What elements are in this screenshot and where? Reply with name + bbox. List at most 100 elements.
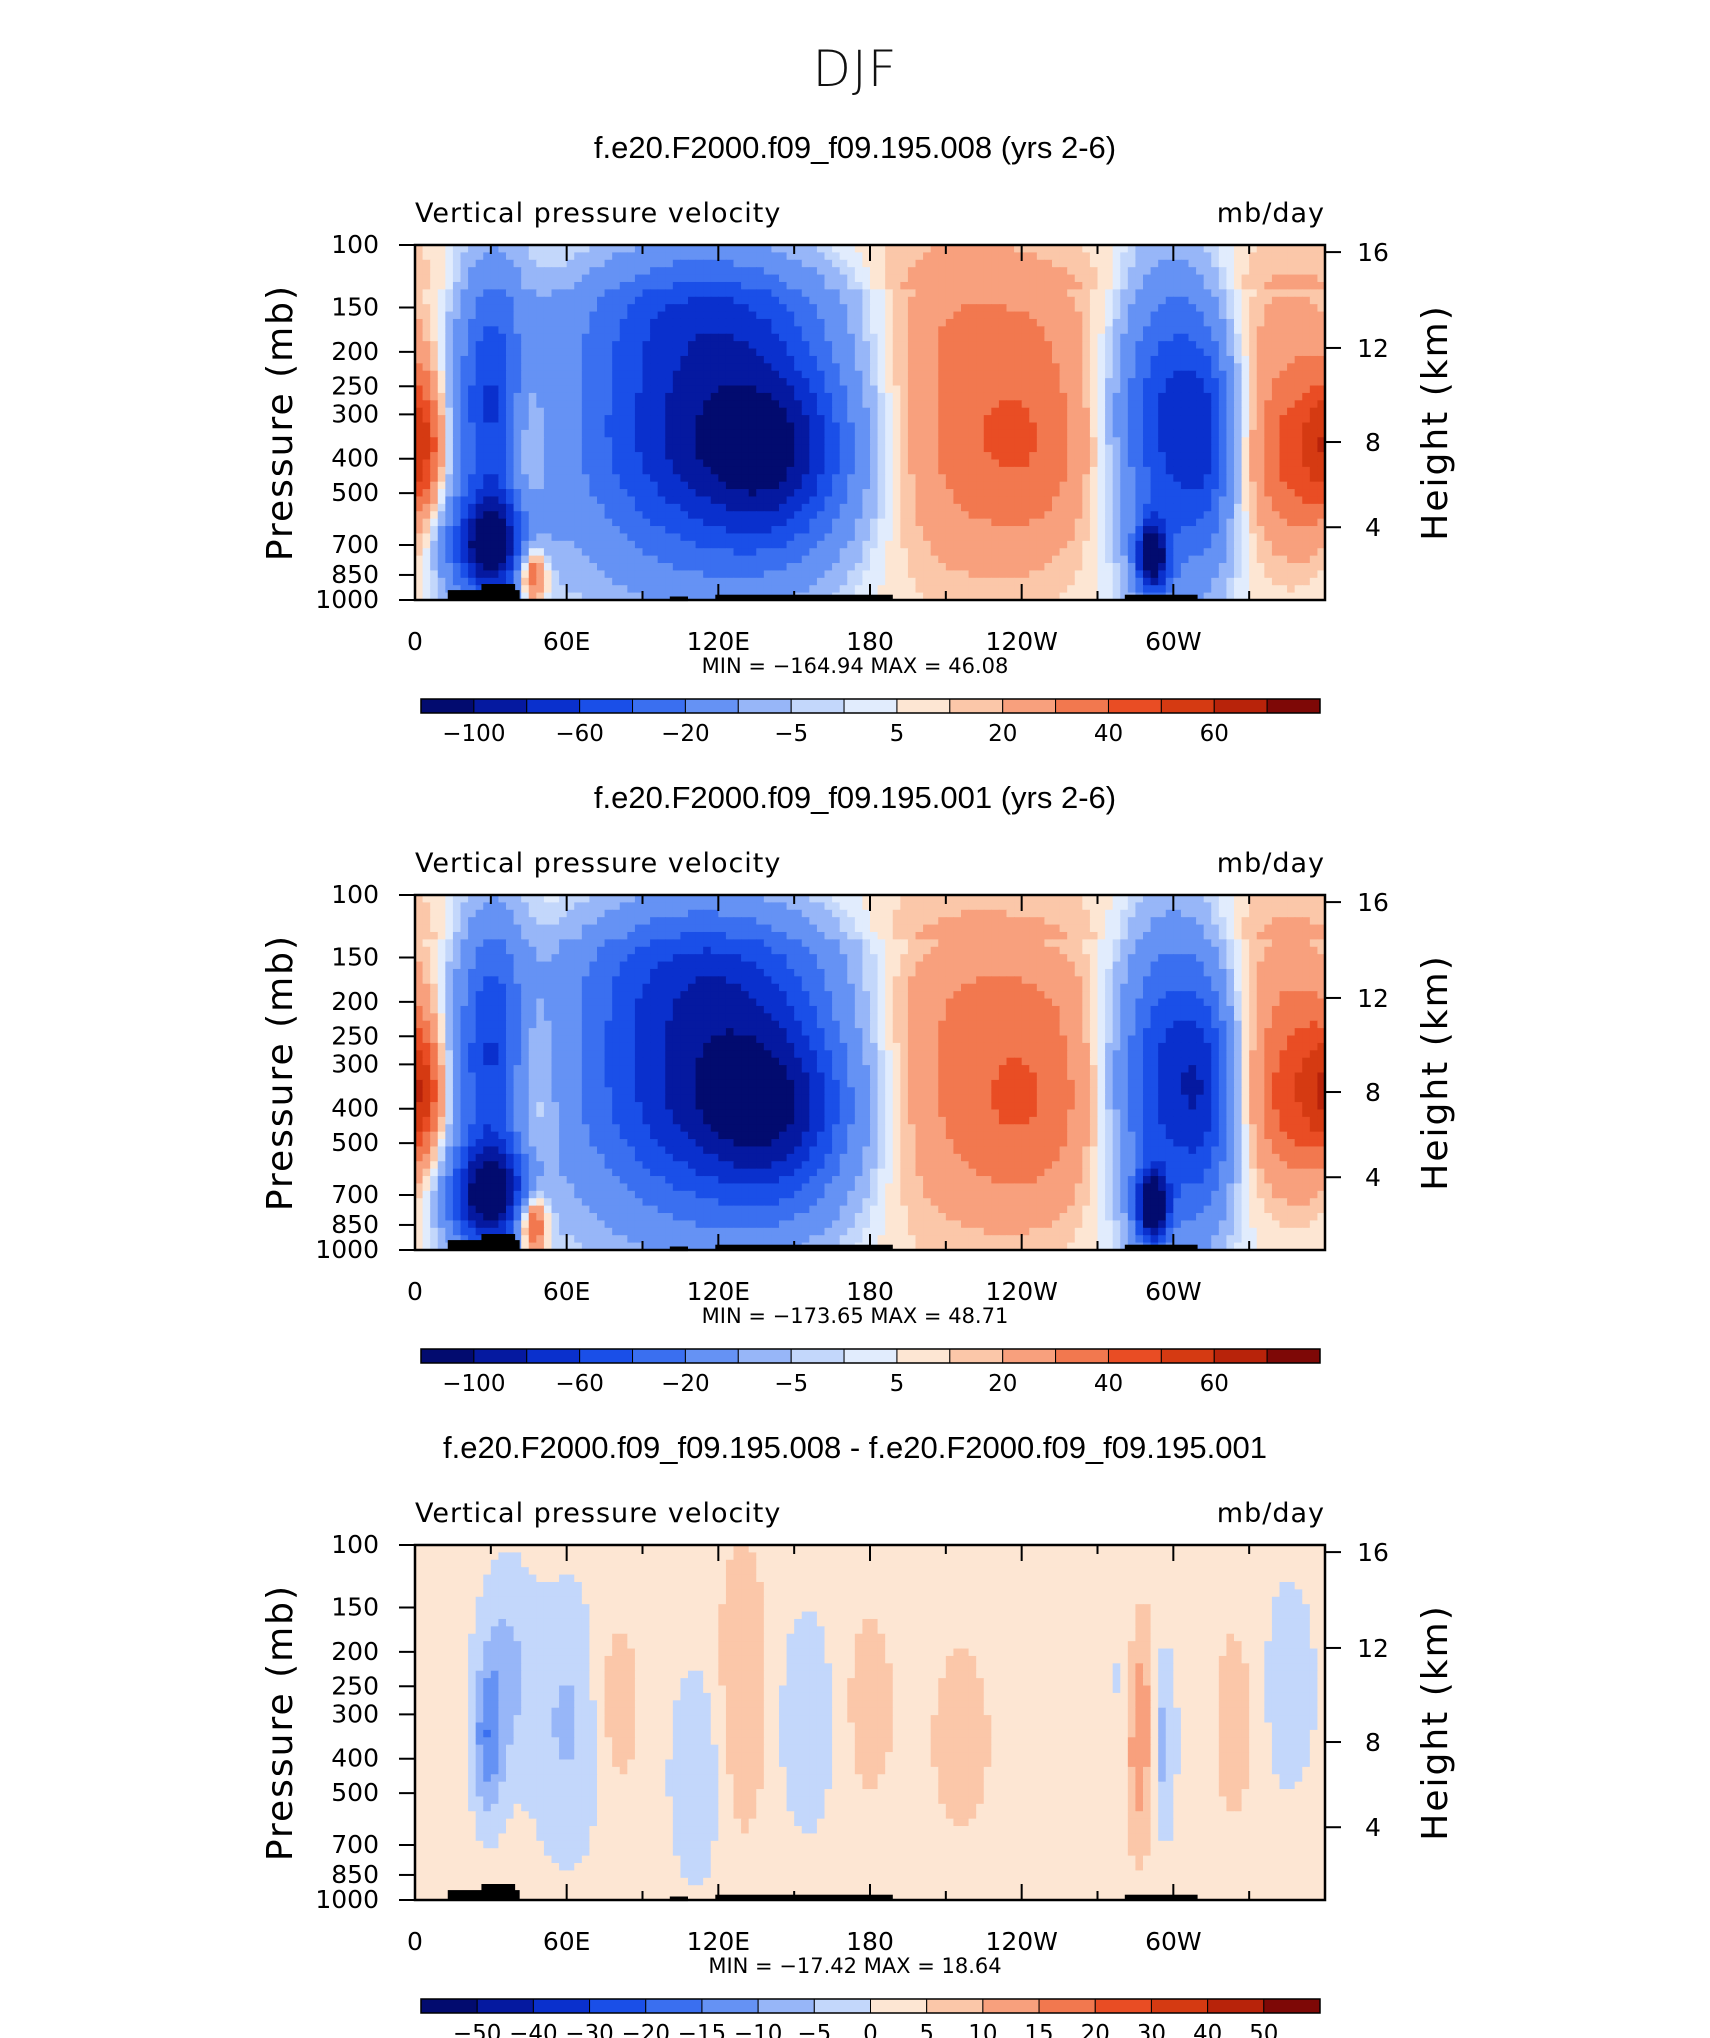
heatmap-cell: [998, 407, 1008, 416]
heatmap-cell: [1309, 274, 1319, 283]
heatmap-cell: [991, 274, 1000, 283]
heatmap-cell: [688, 548, 697, 557]
heatmap-cell: [748, 429, 757, 438]
heatmap-cell: [1120, 533, 1129, 542]
heatmap-cell: [1226, 304, 1235, 313]
heatmap-cell: [634, 481, 644, 490]
heatmap-cell: [885, 400, 894, 409]
heatmap-cell: [1021, 378, 1030, 387]
heatmap-cell: [1279, 326, 1288, 335]
heatmap-cell: [1158, 341, 1167, 350]
heatmap-cell: [1089, 429, 1099, 438]
heatmap-cell: [1036, 474, 1046, 483]
heatmap-cell: [506, 518, 515, 527]
heatmap-cell: [650, 304, 659, 313]
heatmap-cell: [832, 370, 841, 379]
heatmap-cell: [718, 392, 727, 401]
heatmap-cell: [1067, 318, 1076, 327]
heatmap-cell: [748, 392, 757, 401]
heatmap-cell: [513, 496, 522, 505]
heatmap-cell: [991, 326, 1000, 335]
heatmap-cell: [923, 378, 932, 387]
heatmap-cell: [415, 252, 424, 261]
heatmap-cell: [1196, 385, 1205, 394]
heatmap-cell: [703, 326, 712, 335]
heatmap-cell: [422, 259, 431, 268]
heatmap-cell: [877, 437, 886, 446]
heatmap-cell: [1014, 304, 1023, 313]
heatmap-cell: [1052, 503, 1061, 512]
heatmap-cell: [695, 385, 704, 394]
heatmap-cell: [1294, 474, 1303, 483]
heatmap-cell: [468, 296, 477, 305]
heatmap-cell: [733, 474, 742, 483]
heatmap-cell: [756, 355, 765, 364]
heatmap-cell: [619, 252, 628, 261]
heatmap-cell: [710, 289, 719, 298]
heatmap-cell: [756, 281, 765, 290]
heatmap-cell: [961, 429, 970, 438]
heatmap-cell: [1196, 540, 1205, 549]
heatmap-cell: [923, 311, 932, 320]
heatmap-cell: [824, 378, 833, 387]
heatmap-cell: [528, 407, 537, 416]
heatmap-cell: [877, 370, 886, 379]
heatmap-cell: [1317, 296, 1326, 305]
heatmap-cell: [650, 503, 659, 512]
heatmap-cell: [953, 459, 962, 468]
heatmap-cell: [475, 341, 484, 350]
heatmap-cell: [483, 252, 492, 261]
heatmap-cell: [1021, 333, 1030, 342]
heatmap-cell: [794, 496, 803, 505]
heatmap-cell: [907, 481, 917, 490]
heatmap-cell: [521, 400, 530, 409]
heatmap-cell: [460, 518, 469, 527]
heatmap-cell: [907, 415, 917, 424]
heatmap-cell: [710, 311, 719, 320]
heatmap-cell: [923, 363, 932, 372]
heatmap-cell: [824, 252, 833, 261]
heatmap-cell: [1014, 267, 1023, 276]
heatmap-cell: [1067, 489, 1076, 498]
heatmap-cell: [991, 392, 1000, 401]
heatmap-cell: [1180, 378, 1190, 387]
heatmap-cell: [430, 415, 439, 424]
heatmap-cell: [460, 540, 469, 549]
heatmap-cell: [794, 259, 803, 268]
heatmap-cell: [437, 481, 446, 490]
heatmap-cell: [801, 400, 810, 409]
heatmap-cell: [1158, 370, 1167, 379]
heatmap-cell: [422, 289, 431, 298]
heatmap-cell: [847, 392, 856, 401]
heatmap-cell: [1021, 370, 1030, 379]
heatmap-cell: [892, 289, 901, 298]
heatmap-cell: [779, 400, 788, 409]
heatmap-cell: [1112, 489, 1121, 498]
heatmap-cell: [1014, 363, 1023, 372]
heatmap-cell: [907, 400, 917, 409]
heatmap-cell: [634, 526, 644, 535]
heatmap-cell: [543, 326, 553, 335]
heatmap-cell: [710, 274, 719, 283]
heatmap-cell: [551, 385, 560, 394]
heatmap-cell: [1317, 378, 1326, 387]
heatmap-cell: [695, 496, 704, 505]
heatmap-cell: [968, 245, 977, 253]
heatmap-cell: [1302, 341, 1311, 350]
heatmap-cell: [710, 318, 719, 327]
heatmap-cell: [506, 370, 515, 379]
heatmap-cell: [1234, 289, 1243, 298]
heatmap-cell: [1105, 245, 1114, 253]
heatmap-cell: [1218, 252, 1228, 261]
heatmap-cell: [1006, 496, 1015, 505]
heatmap-cell: [718, 548, 727, 557]
heatmap-cell: [885, 392, 894, 401]
heatmap-cell: [1059, 333, 1068, 342]
heatmap-cell: [521, 444, 530, 453]
heatmap-cell: [892, 296, 901, 305]
heatmap-cell: [923, 489, 932, 498]
heatmap-cell: [1089, 341, 1099, 350]
heatmap-cell: [1302, 281, 1311, 290]
heatmap-cell: [900, 385, 909, 394]
heatmap-cell: [506, 245, 515, 253]
